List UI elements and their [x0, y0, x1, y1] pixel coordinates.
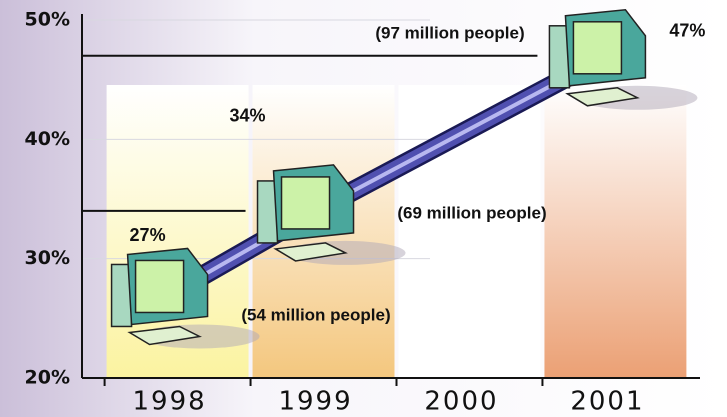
- computer-screen: [572, 21, 623, 75]
- annotation: (54 million people): [241, 305, 390, 324]
- computer-screen: [280, 176, 331, 230]
- x-tick-label: 1998: [132, 387, 206, 417]
- x-tick-label: 2000: [424, 387, 498, 417]
- x-tick-label: 2001: [570, 387, 644, 417]
- computer: [256, 164, 406, 265]
- y-tick-label: 30%: [25, 247, 70, 269]
- column-band: [544, 85, 687, 378]
- annotation: (69 million people): [397, 203, 546, 222]
- computer: [548, 9, 698, 110]
- computer-keyboard: [127, 325, 202, 346]
- value-label: 27%: [130, 225, 166, 245]
- y-tick-label: 20%: [25, 367, 70, 389]
- computer-keyboard: [273, 242, 348, 262]
- value-label: 47%: [669, 21, 705, 41]
- plot: 1998 1999 2000 2001 20% 30% 40% 50% 27% 34% 47%: [25, 9, 706, 417]
- computer: [110, 247, 260, 349]
- y-tick-label: 50%: [25, 9, 70, 31]
- x-tick-label: 1999: [278, 387, 352, 417]
- computer-screen: [134, 259, 185, 314]
- y-tick-label: 40%: [25, 128, 70, 150]
- annotation: (97 million people): [375, 23, 524, 42]
- computer-keyboard: [565, 87, 640, 107]
- value-label: 34%: [229, 106, 265, 126]
